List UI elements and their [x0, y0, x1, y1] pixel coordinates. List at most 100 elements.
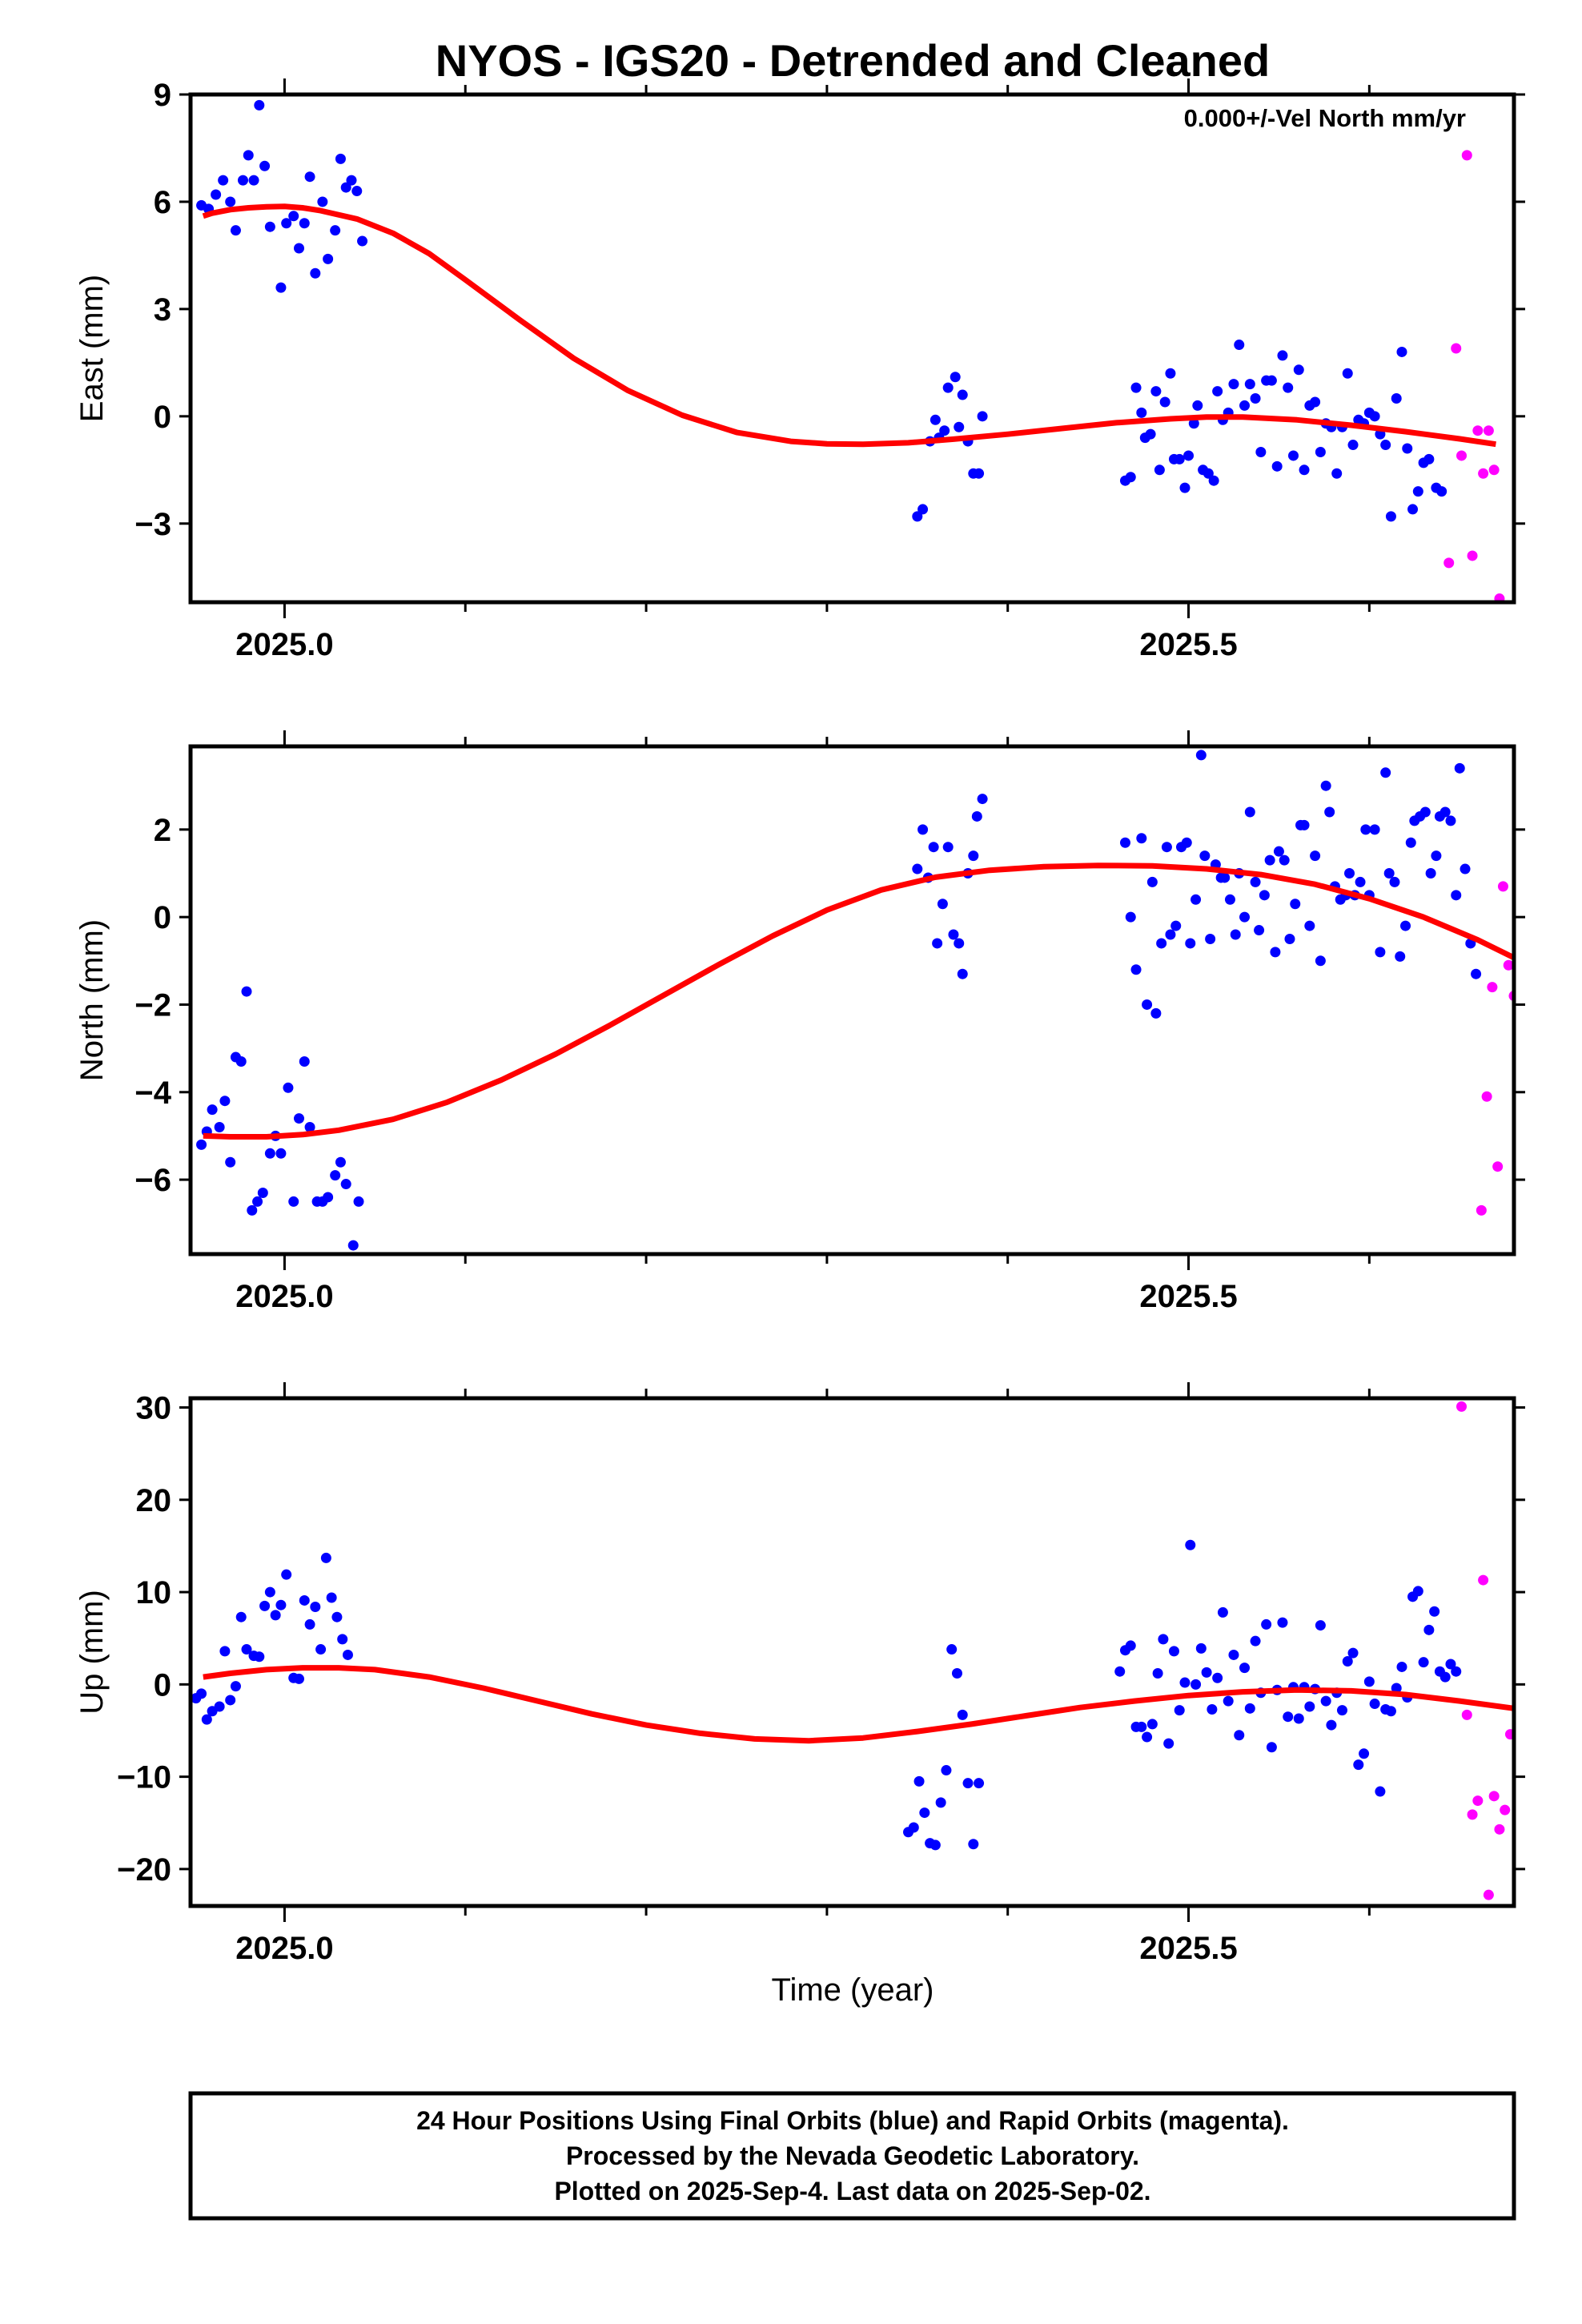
final-orbit-point [248, 175, 259, 186]
final-orbit-point [1310, 850, 1321, 862]
final-orbit-point [1304, 920, 1315, 931]
final-orbit-point [946, 1644, 958, 1655]
final-orbit-point [1360, 824, 1371, 835]
final-orbit-point [968, 850, 979, 862]
final-orbit-point [1250, 1635, 1261, 1647]
final-orbit-point [1383, 868, 1395, 879]
y-tick-label: 30 [136, 1391, 172, 1426]
rapid-orbit-point [1504, 1729, 1514, 1740]
final-orbit-point [247, 1204, 258, 1216]
final-orbit-point [977, 794, 988, 805]
final-orbit-point [1412, 1586, 1423, 1597]
final-orbit-point [1165, 368, 1176, 379]
final-orbit-point [1228, 1649, 1239, 1660]
final-orbit-point [1224, 894, 1235, 905]
panel-frame [188, 1396, 1516, 1908]
final-orbit-point [1315, 1620, 1326, 1631]
final-orbit-point [1369, 1699, 1380, 1710]
final-orbit-point [1142, 1731, 1153, 1743]
final-orbit-point [225, 196, 236, 207]
final-orbit-point [219, 1646, 231, 1657]
final-orbit-point [214, 1122, 225, 1132]
final-orbit-point [1266, 375, 1277, 386]
panel-frame [188, 744, 1516, 1256]
final-orbit-point [1375, 947, 1386, 958]
y-tick-label: −2 [135, 987, 171, 1023]
final-orbit-point [219, 1096, 231, 1107]
final-orbit-point [293, 1673, 304, 1684]
final-orbit-point [1293, 1713, 1304, 1724]
final-orbit-point [241, 1644, 252, 1655]
final-orbit-point [917, 824, 929, 835]
final-orbit-point [1396, 1661, 1407, 1672]
final-orbit-point [1385, 511, 1396, 522]
final-orbit-point [912, 511, 923, 522]
final-orbit-point [1380, 440, 1391, 451]
final-orbit-point [1146, 876, 1158, 887]
final-orbit-point [1244, 806, 1255, 818]
final-orbit-point [340, 182, 351, 193]
y-tick-label: 6 [154, 185, 171, 220]
final-orbit-point [1195, 1642, 1207, 1654]
final-orbit-point [1205, 933, 1216, 944]
final-orbit-point [1165, 929, 1176, 940]
final-orbit-point [225, 1156, 236, 1168]
final-orbit-point [259, 1600, 271, 1611]
final-orbit-point [1195, 750, 1207, 761]
final-orbit-point [1114, 1666, 1126, 1677]
final-orbit-point [235, 1611, 247, 1622]
final-orbit-point [1145, 428, 1156, 440]
final-orbit-point [1130, 382, 1142, 393]
x-tick-label: 2025.0 [235, 1931, 333, 1966]
final-orbit-point [1355, 876, 1366, 887]
final-orbit-point [1136, 833, 1147, 844]
final-orbit-point [1407, 504, 1419, 515]
final-orbit-point [1290, 899, 1301, 910]
final-orbit-point [351, 186, 363, 197]
final-orbit-point [1412, 486, 1423, 497]
final-orbit-point [1391, 393, 1402, 404]
velocity-annotation: 0.000+/-Vel North mm/yr [1184, 104, 1466, 132]
final-orbit-point [1385, 1706, 1396, 1717]
fit-curve [203, 1665, 1514, 1744]
final-orbit-point [1212, 386, 1223, 397]
y-axis-label: East (mm) [74, 275, 110, 422]
rapid-orbit-point [1461, 1709, 1472, 1720]
final-orbit-point [230, 1681, 241, 1692]
final-orbit-point [1369, 824, 1380, 835]
rapid-orbit-point [1443, 557, 1455, 569]
final-orbit-point [1188, 418, 1199, 429]
final-orbit-point [1423, 1624, 1435, 1635]
final-orbit-point [1152, 1668, 1163, 1679]
final-orbit-point [1125, 911, 1136, 923]
y-tick-label: −3 [135, 507, 171, 542]
final-orbit-point [1451, 890, 1462, 901]
final-orbit-point [1244, 1703, 1255, 1714]
rapid-orbit-point [1472, 425, 1484, 436]
final-orbit-point [1347, 1647, 1359, 1659]
y-tick-label: −4 [135, 1076, 171, 1111]
panel-2: 2 0 −2 −4 −6 2025.0 2025.5 North (mm) [74, 730, 1525, 1314]
final-orbit-point [257, 1187, 268, 1198]
final-orbit-point [1142, 999, 1153, 1010]
y-tick-label: 0 [154, 1667, 171, 1703]
rapid-orbit-point [1494, 1823, 1505, 1835]
y-tick-label: −6 [135, 1163, 171, 1198]
final-orbit-point [1336, 1705, 1347, 1716]
final-orbit-point [1266, 1742, 1277, 1753]
final-orbit-point [919, 1807, 930, 1819]
final-orbit-point [1174, 453, 1185, 464]
rapid-orbit-point [1503, 959, 1514, 971]
footer-box: 24 Hour Positions Using Final Orbits (bl… [188, 2091, 1516, 2221]
final-orbit-point [1255, 446, 1267, 457]
final-orbit-point [1239, 911, 1251, 923]
final-orbit-point [1261, 1618, 1272, 1630]
final-orbit-point [293, 243, 304, 254]
final-orbit-point [283, 1082, 294, 1093]
rapid-orbit-point [1467, 1809, 1478, 1820]
final-orbit-point [1279, 854, 1290, 866]
final-orbit-point [928, 842, 939, 853]
final-orbit-point [1264, 854, 1275, 866]
final-orbit-point [1342, 1656, 1353, 1667]
fit-curve [203, 862, 1514, 1140]
